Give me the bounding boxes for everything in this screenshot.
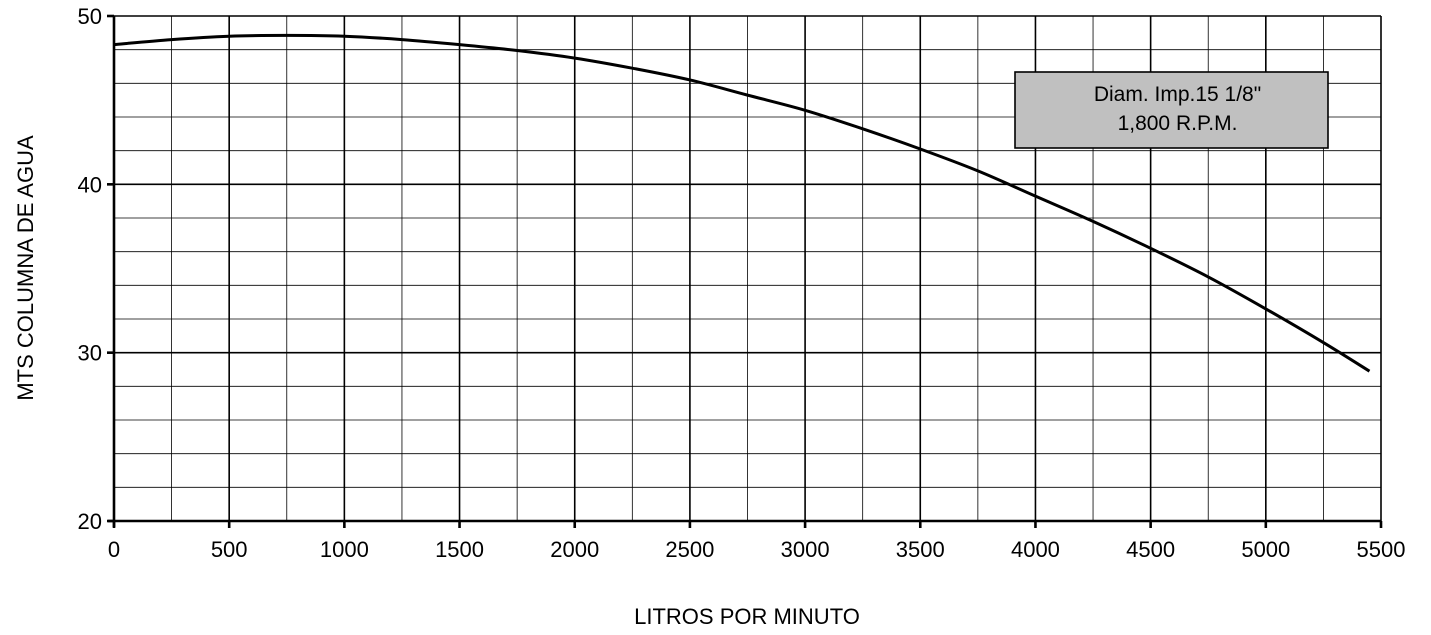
- pump-curve-line: [113, 33, 1371, 373]
- x-tick-label: 2000: [550, 537, 599, 562]
- x-tick-label: 3000: [781, 537, 830, 562]
- grid: [113, 15, 1382, 522]
- x-tick-label: 3500: [896, 537, 945, 562]
- x-axis-title: LITROS POR MINUTO: [634, 604, 860, 629]
- annotation-box-background: [1014, 71, 1329, 149]
- x-tick-label: 4500: [1126, 537, 1175, 562]
- annotation-box: Diam. Imp.15 1/8" 1,800 R.P.M.: [1014, 71, 1329, 149]
- x-tick-label: 1500: [435, 537, 484, 562]
- x-tick-label: 500: [211, 537, 248, 562]
- x-tick-label: 5500: [1357, 537, 1406, 562]
- x-tick-label: 5000: [1241, 537, 1290, 562]
- x-tick-label: 1000: [320, 537, 369, 562]
- x-tick-label: 2500: [665, 537, 714, 562]
- annotation-text-line: Diam. Imp.15 1/8": [1094, 83, 1261, 106]
- annotation-text-line: 1,800 R.P.M.: [1118, 112, 1238, 135]
- x-tick-label: 0: [108, 537, 120, 562]
- x-tick-label: 4000: [1011, 537, 1060, 562]
- y-tick-label: 50: [78, 4, 102, 29]
- curve-layer: [113, 33, 1371, 373]
- y-tick-label: 40: [78, 172, 102, 197]
- tick-labels: 0 500 1000 1500 2000 2500 3000 3500 4000 4500 5000…: [78, 4, 1406, 562]
- y-tick-label: 20: [78, 509, 102, 534]
- axes: [107, 14, 1383, 528]
- y-axis-title: MTS COLUMNA DE AGUA: [13, 135, 38, 401]
- y-tick-label: 30: [78, 341, 102, 366]
